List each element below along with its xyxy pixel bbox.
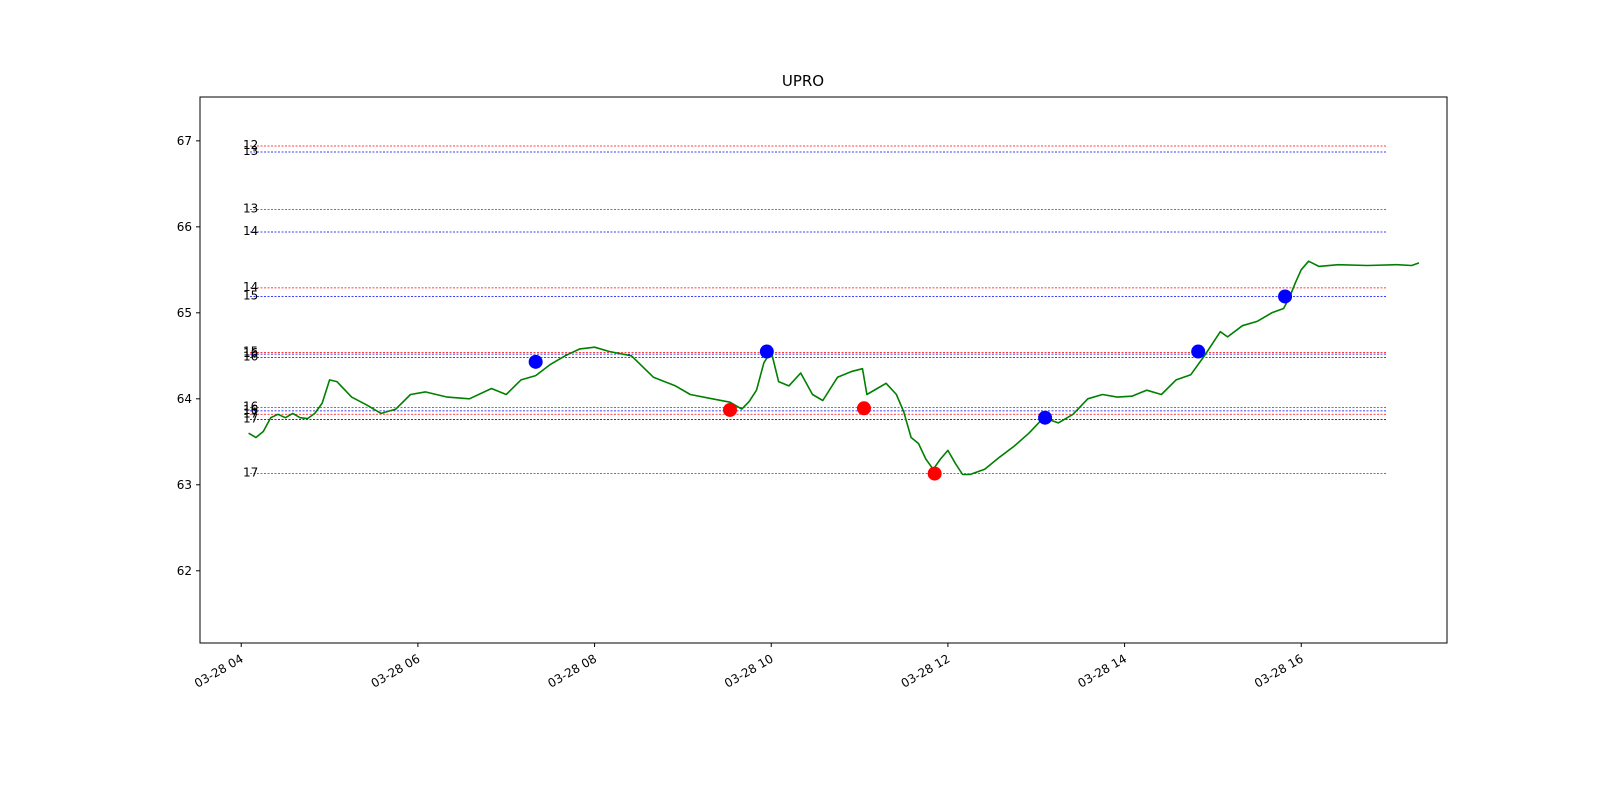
level-label: 17 — [243, 466, 258, 480]
price-line — [248, 260, 1420, 476]
y-axis: 62 63 64 65 66 67 — [177, 134, 200, 578]
level-label: 16 — [243, 399, 258, 413]
level-label: 17 — [243, 406, 258, 420]
level-label: 15 — [243, 344, 258, 358]
y-tick-label: 66 — [177, 220, 192, 234]
y-tick-label: 64 — [177, 392, 192, 406]
level-label: 17 — [243, 411, 258, 425]
buy-marker — [1278, 289, 1293, 304]
chart-title: UPRO — [782, 72, 824, 90]
sell-marker — [723, 402, 738, 417]
level-label: 15 — [243, 288, 258, 302]
level-label: 16 — [243, 350, 258, 364]
y-tick-label: 65 — [177, 306, 192, 320]
markers-layer — [528, 289, 1293, 481]
sell-marker — [856, 401, 871, 416]
level-label: 12 — [243, 138, 258, 152]
y-tick-label: 63 — [177, 478, 192, 492]
level-label: 16 — [243, 346, 258, 360]
y-tick-label: 67 — [177, 134, 192, 148]
buy-marker — [759, 344, 774, 359]
level-label: 14 — [243, 224, 258, 238]
buy-marker — [528, 354, 543, 369]
plot-frame — [199, 96, 1448, 644]
line-layer — [248, 260, 1420, 476]
sell-marker — [927, 466, 942, 481]
level-label: 13 — [243, 144, 258, 158]
buy-marker — [1191, 344, 1206, 359]
y-tick-label: 62 — [177, 564, 192, 578]
buy-marker — [1038, 410, 1053, 425]
level-label: 16 — [243, 403, 258, 417]
level-label: 14 — [243, 280, 258, 294]
level-label: 13 — [243, 202, 258, 216]
